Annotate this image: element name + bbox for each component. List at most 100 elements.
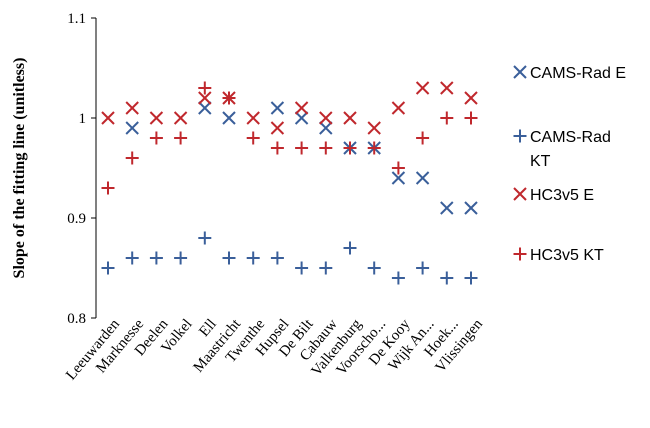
data-point bbox=[343, 141, 357, 155]
marker-stroke bbox=[464, 91, 478, 105]
marker-stroke bbox=[343, 111, 357, 125]
marker-stroke bbox=[391, 171, 406, 185]
marker-stroke bbox=[513, 187, 527, 201]
marker-stroke bbox=[464, 201, 478, 215]
legend-marker bbox=[513, 129, 527, 143]
series-cams-rad-kt bbox=[101, 231, 478, 285]
data-point bbox=[222, 251, 236, 265]
marker-stroke bbox=[222, 111, 236, 125]
data-point bbox=[246, 131, 260, 145]
data-point bbox=[149, 131, 163, 145]
marker-stroke bbox=[173, 111, 188, 125]
data-point bbox=[391, 271, 405, 285]
data-point bbox=[295, 261, 309, 275]
marker-stroke bbox=[101, 111, 115, 125]
data-point bbox=[246, 251, 260, 265]
data-point bbox=[440, 201, 454, 215]
marker-stroke bbox=[198, 91, 212, 105]
data-point bbox=[101, 181, 115, 195]
data-point bbox=[391, 101, 406, 115]
data-point bbox=[319, 111, 333, 125]
data-point bbox=[125, 101, 139, 115]
legend-label: CAMS-Rad bbox=[530, 129, 611, 146]
data-point bbox=[464, 201, 478, 215]
marker-stroke bbox=[294, 111, 309, 125]
data-point bbox=[270, 141, 284, 155]
data-point bbox=[198, 81, 212, 95]
marker-stroke bbox=[319, 111, 333, 125]
marker-stroke bbox=[440, 201, 454, 215]
data-point bbox=[198, 91, 212, 105]
data-point bbox=[416, 261, 430, 275]
data-point bbox=[222, 91, 236, 105]
data-point bbox=[319, 141, 333, 155]
data-point bbox=[367, 141, 381, 155]
series-hc3v5-kt bbox=[101, 81, 478, 195]
data-point bbox=[416, 131, 430, 145]
data-point bbox=[125, 151, 139, 165]
y-axis: 0.8 0.9 1 1.1 bbox=[67, 11, 97, 327]
data-point bbox=[440, 271, 454, 285]
y-tick-label: 0.8 bbox=[67, 311, 86, 327]
data-point bbox=[464, 271, 478, 285]
data-point bbox=[464, 111, 478, 125]
marker-stroke bbox=[513, 65, 527, 79]
marker-stroke bbox=[440, 81, 454, 95]
data-point bbox=[173, 111, 188, 125]
data-point bbox=[343, 111, 357, 125]
y-axis-title: Slope of the fitting line (unitless) bbox=[11, 58, 28, 279]
data-point bbox=[319, 121, 333, 135]
data-points bbox=[101, 81, 478, 285]
data-point bbox=[149, 251, 163, 265]
data-point bbox=[295, 141, 309, 155]
series-hc3v5-e bbox=[101, 81, 478, 135]
data-point bbox=[391, 161, 405, 175]
legend-label: HC3v5 E bbox=[530, 187, 594, 204]
marker-stroke bbox=[367, 121, 381, 135]
data-point bbox=[270, 251, 284, 265]
legend-label: CAMS-Rad E bbox=[530, 65, 626, 82]
data-point bbox=[149, 111, 164, 125]
marker-stroke bbox=[125, 121, 139, 135]
data-point bbox=[222, 111, 236, 125]
data-point bbox=[440, 111, 454, 125]
data-point bbox=[246, 111, 260, 125]
marker-stroke bbox=[270, 101, 285, 115]
marker-stroke bbox=[270, 121, 285, 135]
marker-stroke bbox=[319, 121, 333, 135]
data-point bbox=[101, 111, 115, 125]
marker-stroke bbox=[149, 111, 164, 125]
data-point bbox=[415, 171, 430, 185]
data-point bbox=[367, 121, 381, 135]
y-tick-label: 1.1 bbox=[67, 11, 86, 27]
legend-marker bbox=[513, 65, 527, 79]
marker-stroke bbox=[391, 101, 406, 115]
data-point bbox=[125, 121, 139, 135]
data-point bbox=[343, 241, 357, 255]
y-tick-label: 0.9 bbox=[67, 211, 86, 227]
data-point bbox=[198, 231, 212, 245]
data-point bbox=[101, 261, 115, 275]
data-point bbox=[270, 101, 285, 115]
data-point bbox=[319, 261, 333, 275]
data-point bbox=[198, 101, 212, 115]
marker-stroke bbox=[415, 171, 430, 185]
data-point bbox=[174, 251, 188, 265]
legend: CAMS-Rad E CAMS-Rad KT HC3v5 E HC3v5 KT bbox=[513, 65, 626, 264]
marker-stroke bbox=[415, 81, 430, 95]
legend-entry: CAMS-Rad KT bbox=[513, 129, 611, 170]
legend-entry: HC3v5 KT bbox=[513, 247, 604, 264]
legend-entry: CAMS-Rad E bbox=[513, 65, 626, 82]
legend-entry: HC3v5 E bbox=[513, 187, 594, 204]
legend-label: KT bbox=[530, 153, 551, 170]
data-point bbox=[415, 81, 430, 95]
data-point bbox=[367, 261, 381, 275]
data-point bbox=[125, 251, 139, 265]
data-point bbox=[270, 121, 285, 135]
marker-stroke bbox=[198, 101, 212, 115]
data-point bbox=[464, 91, 478, 105]
marker-stroke bbox=[125, 101, 139, 115]
data-point bbox=[440, 81, 454, 95]
